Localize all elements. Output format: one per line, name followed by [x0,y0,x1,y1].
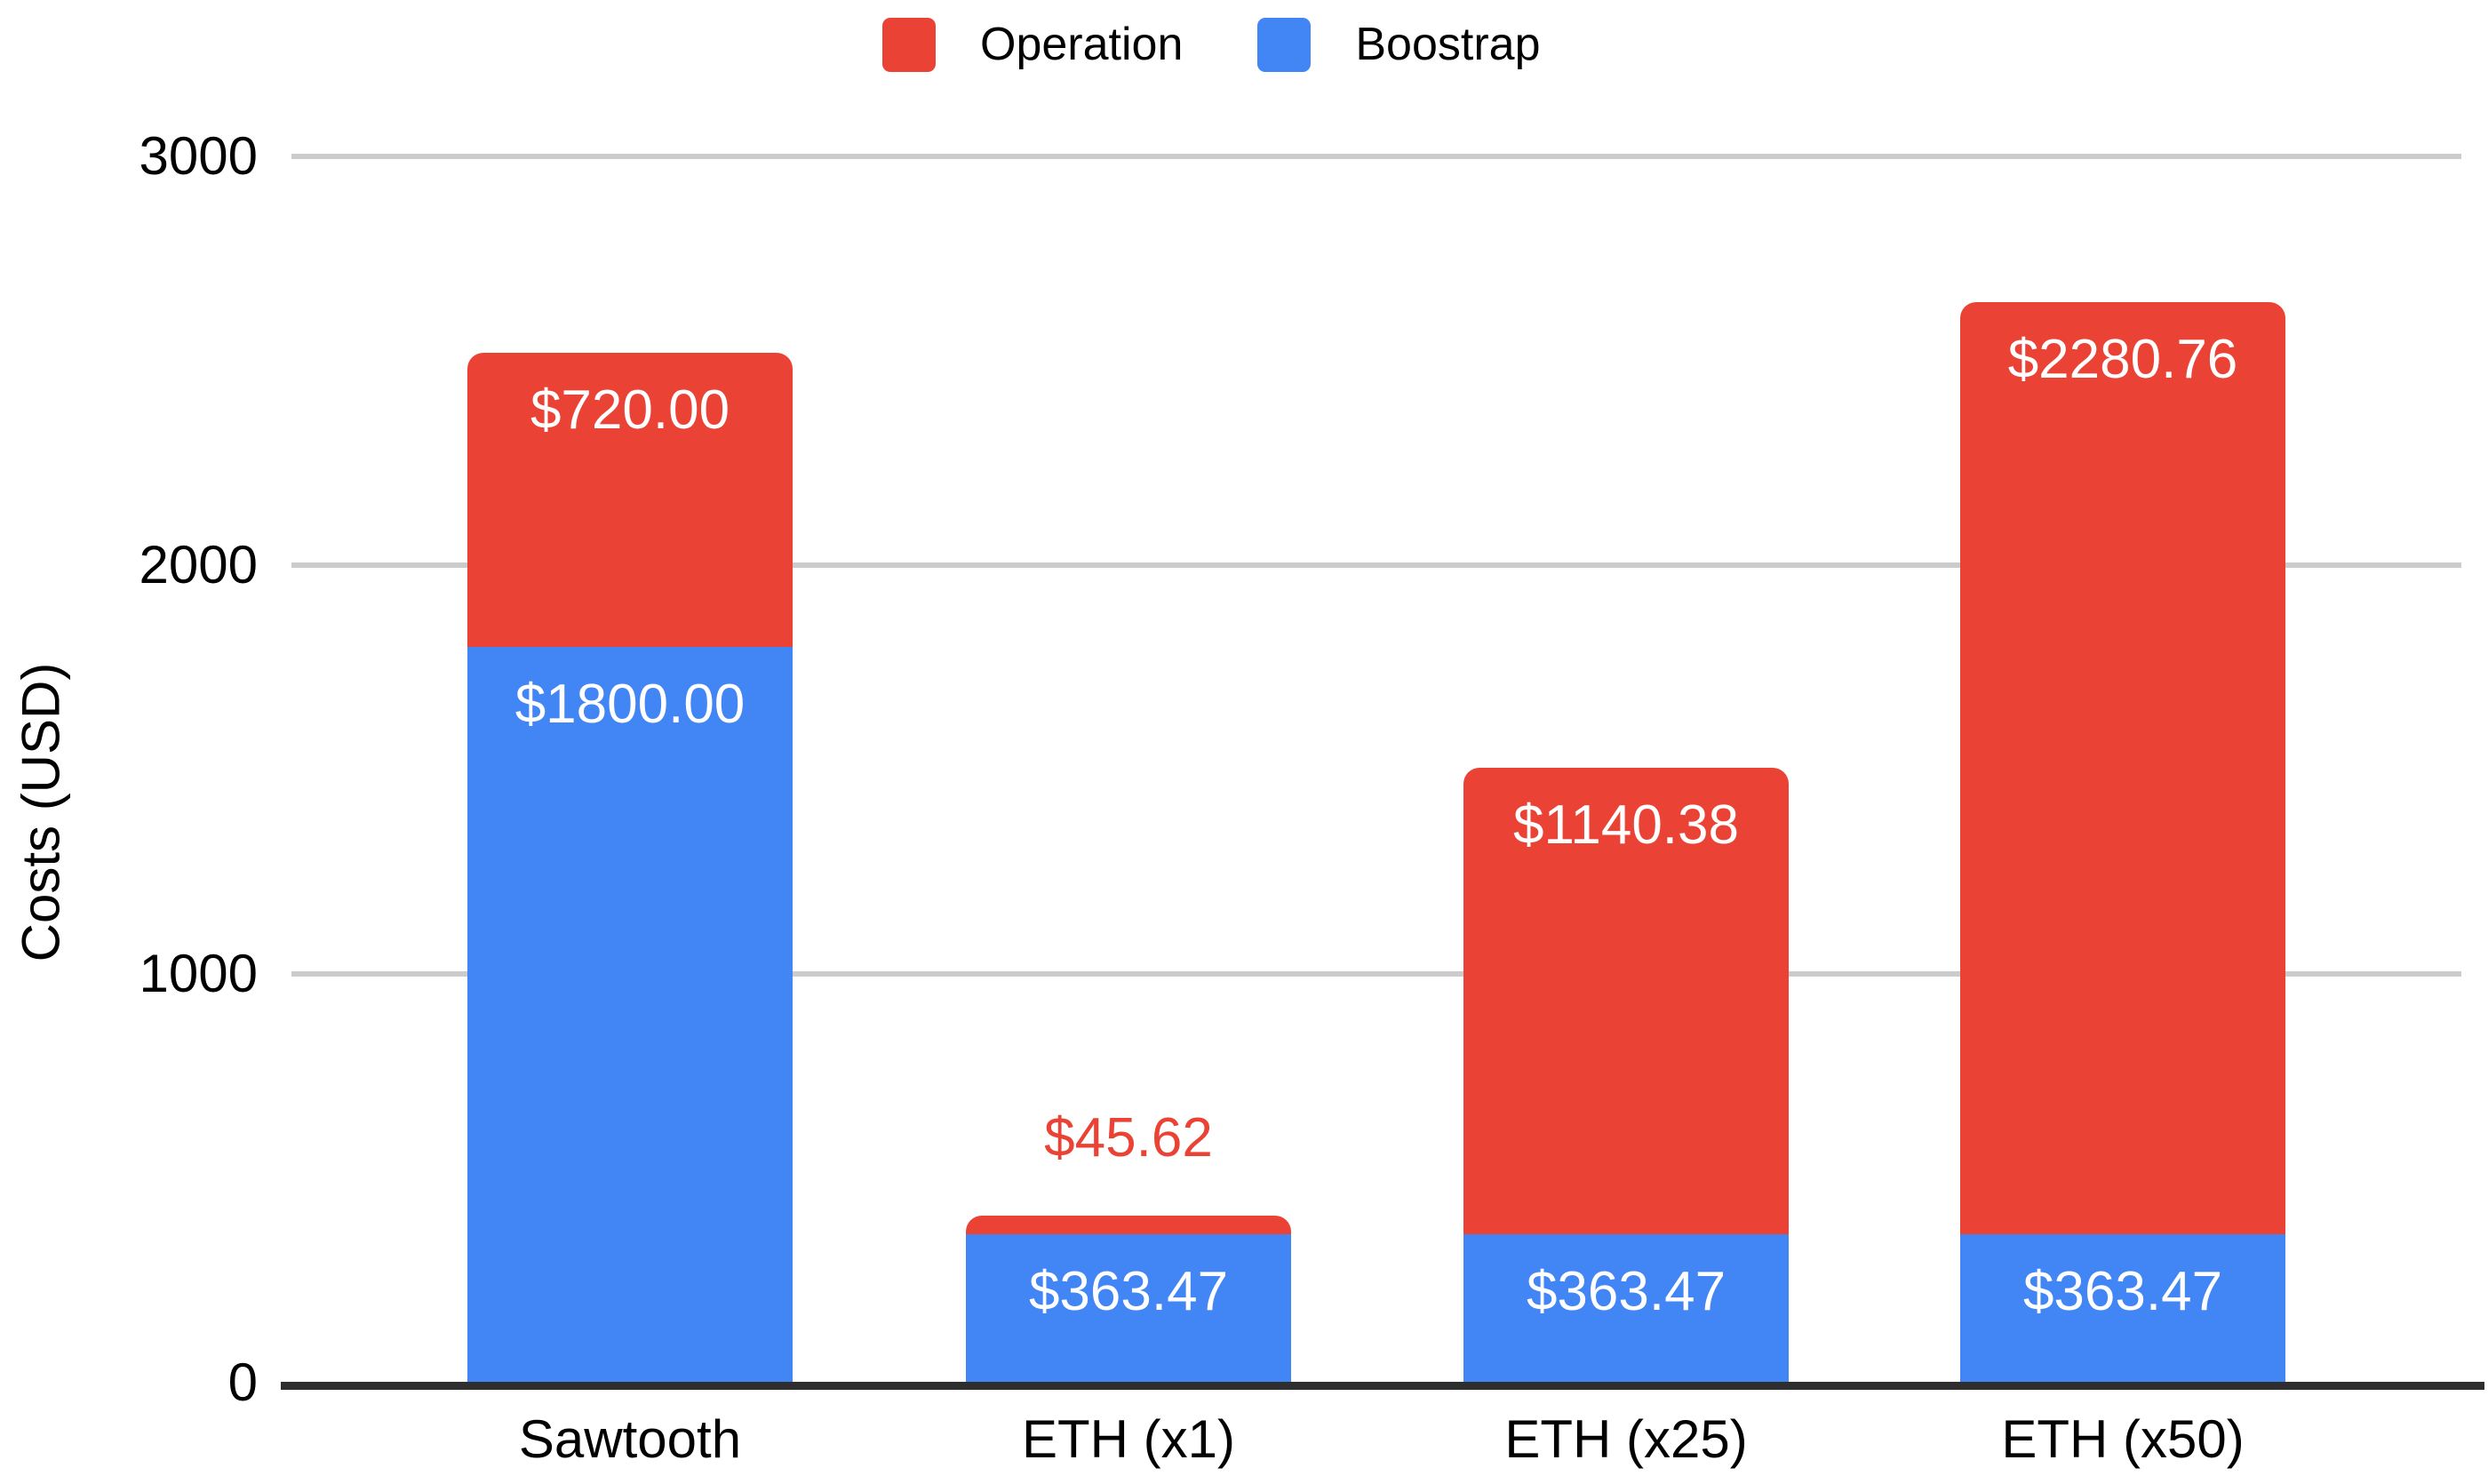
gridline-2000 [291,562,2461,568]
y-tick-label-3000: 3000 [139,126,258,186]
bar-segment-operation-eth-x50 [1960,302,2285,1234]
bar-segment-boostrap-eth-x1 [966,1234,1291,1383]
bar-segment-boostrap-eth-x50 [1960,1234,2285,1383]
bar-value-label-boostrap-sawtooth: $1800.00 [514,674,746,735]
gridline-1000 [291,971,2461,977]
x-axis-line [281,1382,2484,1390]
bar-segment-operation-eth-x25 [1463,768,1789,1234]
bar-segment-boostrap-eth-x25 [1463,1234,1789,1383]
y-tick-label-1000: 1000 [139,944,258,1003]
bar-value-label-boostrap-eth-x25: $363.47 [1526,1261,1726,1322]
legend-label-boostrap: Boostrap [1355,19,1541,70]
chart-legend: Operation Boostrap [882,17,1541,72]
x-axis-label-eth-x1: ETH (x1) [1022,1409,1235,1469]
bar-segment-operation-sawtooth [467,353,793,647]
bar-value-label-boostrap-eth-x1: $363.47 [1028,1261,1229,1322]
x-axis-label-sawtooth: Sawtooth [518,1409,742,1469]
bar-value-label-operation-eth-x50: $2280.76 [2007,329,2238,390]
x-axis-label-eth-x25: ETH (x25) [1504,1409,1748,1469]
bar-value-label-operation-eth-x25: $1140.38 [1513,794,1739,856]
bar-value-label-operation-eth-x1: $45.62 [1044,1107,1213,1169]
y-axis-title: Costs (USD) [11,662,71,962]
gridline-3000 [291,154,2461,159]
y-tick-label-0: 0 [227,1352,258,1412]
legend-item-boostrap: Boostrap [1257,17,1541,72]
bar-value-label-operation-sawtooth: $720.00 [530,379,730,441]
legend-item-operation: Operation [882,17,1183,72]
y-tick-label-2000: 2000 [139,535,258,594]
bar-segment-boostrap-sawtooth [467,647,793,1383]
legend-label-operation: Operation [980,19,1184,70]
x-axis-label-eth-x50: ETH (x50) [2001,1409,2245,1469]
legend-swatch-boostrap [1257,17,1312,72]
bar-value-label-boostrap-eth-x50: $363.47 [2022,1261,2223,1322]
bar-segment-operation-eth-x1 [966,1216,1291,1234]
legend-swatch-operation [882,17,936,72]
